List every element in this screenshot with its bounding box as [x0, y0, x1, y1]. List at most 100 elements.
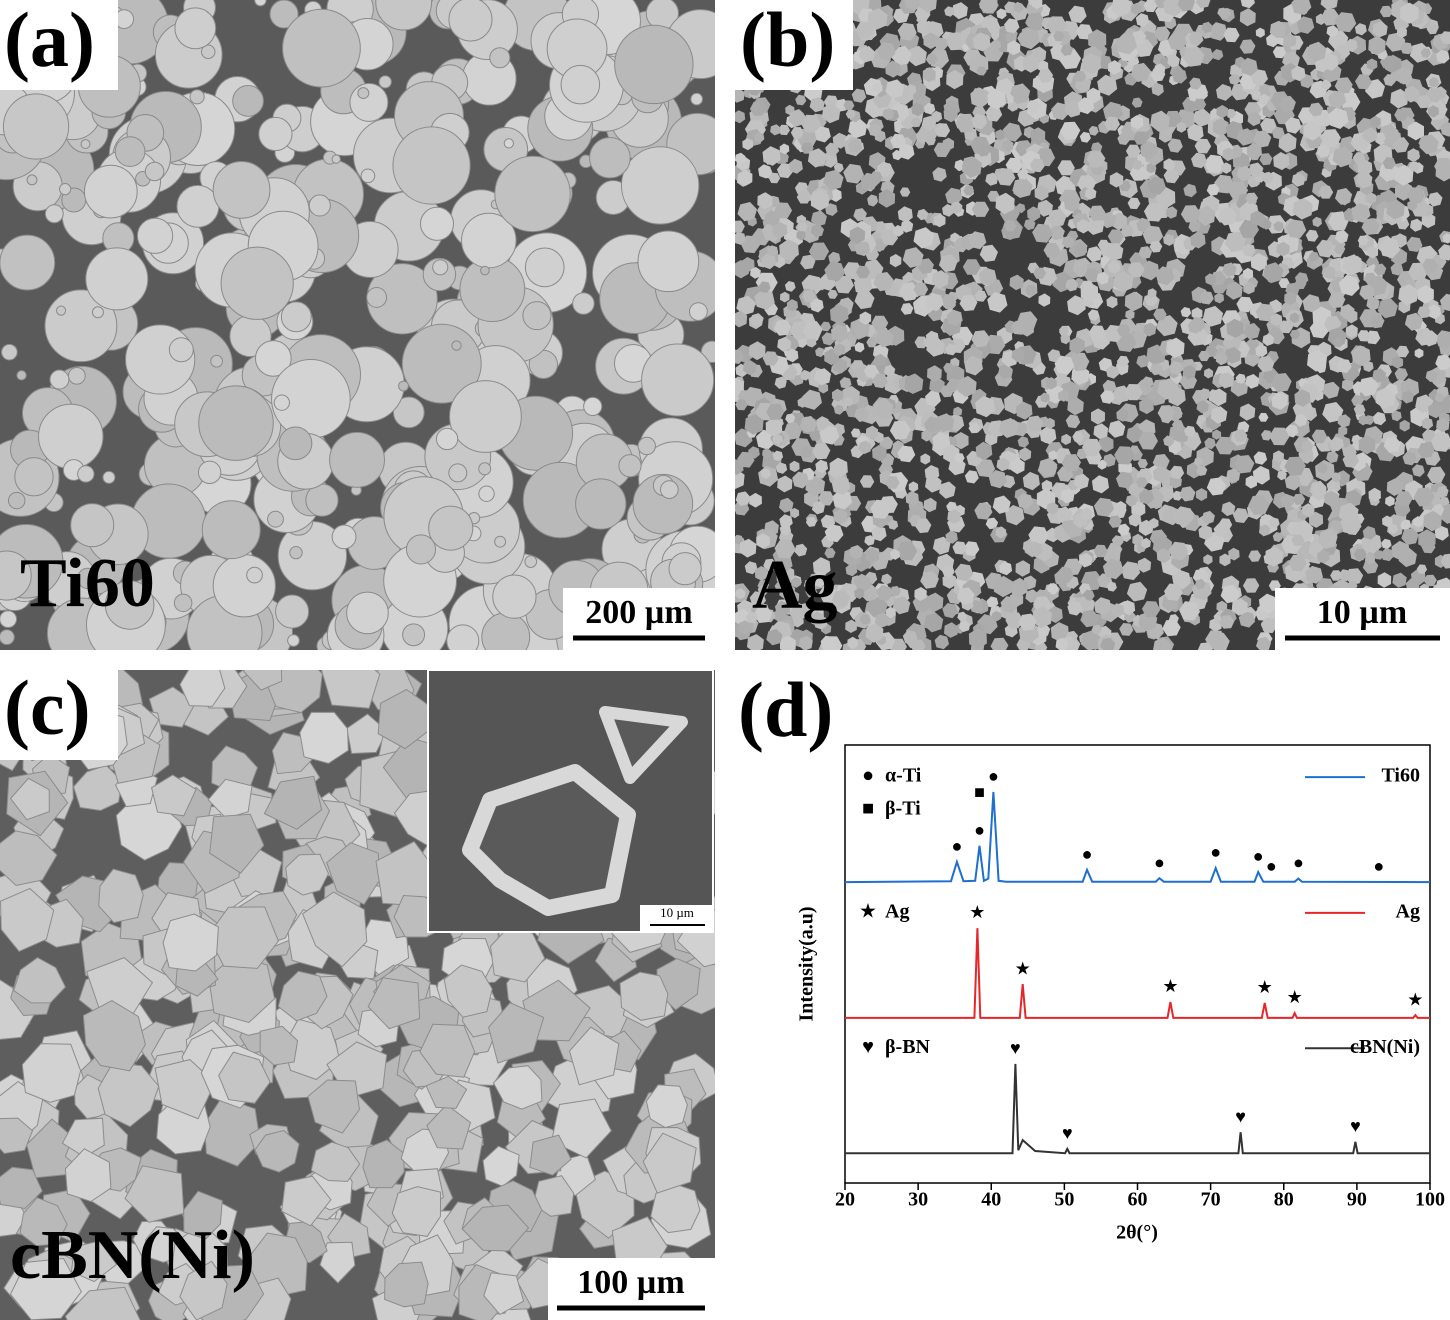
- particle: [888, 519, 899, 530]
- particle: [990, 637, 1009, 650]
- particle: [896, 541, 918, 561]
- particle: [220, 246, 294, 320]
- particle: [957, 611, 967, 622]
- particle: [1372, 411, 1387, 426]
- particle: [426, 1103, 472, 1150]
- particle: [618, 454, 642, 478]
- particle: [825, 142, 840, 157]
- particle: [1425, 369, 1438, 382]
- particle: [1108, 515, 1122, 528]
- particle: [1018, 27, 1040, 50]
- particle: [794, 543, 808, 557]
- particle: [1422, 258, 1438, 273]
- particle: [927, 365, 942, 382]
- particle: [201, 500, 261, 560]
- particle: [67, 366, 86, 385]
- particle: [1417, 305, 1431, 319]
- particle: [1226, 468, 1241, 483]
- particle: [1258, 93, 1270, 107]
- particle: [1337, 414, 1351, 428]
- particle: [802, 389, 822, 410]
- x-axis-label: 2θ(°): [1116, 1222, 1158, 1244]
- x-tick-label: 50: [1054, 1189, 1074, 1211]
- particle: [899, 143, 915, 160]
- particle: [524, 247, 565, 288]
- particle: [1067, 601, 1083, 616]
- particle: [1079, 131, 1091, 143]
- particle: [1235, 373, 1247, 384]
- particle: [375, 0, 433, 31]
- particle: [1407, 199, 1417, 211]
- particle: [870, 499, 892, 519]
- particle: [777, 475, 793, 493]
- particle: [952, 541, 967, 555]
- particle: [975, 458, 996, 478]
- particle: [319, 1241, 356, 1284]
- particle: [800, 254, 816, 270]
- particle: [1394, 367, 1408, 381]
- particle: [1168, 423, 1189, 445]
- particle: [851, 88, 867, 103]
- particle: [756, 533, 770, 549]
- particle: [913, 282, 929, 296]
- particle: [1198, 350, 1210, 362]
- particle: [1060, 44, 1073, 56]
- particle: [1417, 285, 1434, 304]
- particle: [1355, 74, 1372, 90]
- particle: [1354, 23, 1367, 36]
- particle: [1138, 519, 1154, 536]
- particle: [1025, 285, 1038, 296]
- particle: [772, 450, 784, 462]
- particle: [1377, 298, 1398, 319]
- particle: [1097, 74, 1118, 96]
- particle: [863, 364, 879, 378]
- particle: [1195, 488, 1208, 501]
- particle: [0, 550, 32, 601]
- particle: [815, 459, 829, 474]
- particle: [1015, 560, 1031, 577]
- particle: [1056, 506, 1073, 524]
- particle: [1271, 392, 1288, 410]
- particle: [829, 188, 842, 202]
- particle: [976, 143, 990, 157]
- particle: [990, 39, 1002, 51]
- particle: [944, 622, 959, 638]
- particle: [1130, 115, 1144, 130]
- particle: [1125, 144, 1141, 158]
- particle: [402, 623, 426, 647]
- particle: [97, 1062, 160, 1128]
- particle: [786, 590, 800, 604]
- particle: [589, 136, 631, 179]
- particle: [1012, 177, 1033, 198]
- particle: [1133, 131, 1149, 145]
- particle: [824, 547, 836, 559]
- particle: [200, 44, 216, 60]
- particle: [443, 964, 493, 1018]
- particle: [1390, 71, 1400, 82]
- particle: [80, 139, 91, 150]
- particle: [789, 460, 800, 473]
- particle: [1005, 612, 1024, 629]
- particle: [790, 127, 804, 139]
- material-label: Ti60: [20, 545, 155, 622]
- particle: [1100, 637, 1116, 650]
- particle: [938, 254, 958, 273]
- particle: [254, 340, 292, 377]
- x-tick-label: 70: [1201, 1189, 1221, 1211]
- particle: [1273, 221, 1284, 232]
- particle: [1417, 442, 1435, 458]
- particle: [739, 538, 757, 558]
- particle: [136, 217, 174, 254]
- particle: [1167, 138, 1183, 153]
- particle: [1216, 600, 1228, 613]
- particle: [478, 485, 495, 502]
- particle: [82, 1000, 146, 1072]
- particle: [1119, 623, 1134, 636]
- particle: [1256, 637, 1272, 650]
- particle: [964, 355, 983, 376]
- particle: [914, 587, 927, 601]
- particle: [798, 635, 813, 650]
- particle: [642, 1132, 697, 1194]
- particle: [767, 245, 779, 257]
- particle: [1135, 13, 1150, 27]
